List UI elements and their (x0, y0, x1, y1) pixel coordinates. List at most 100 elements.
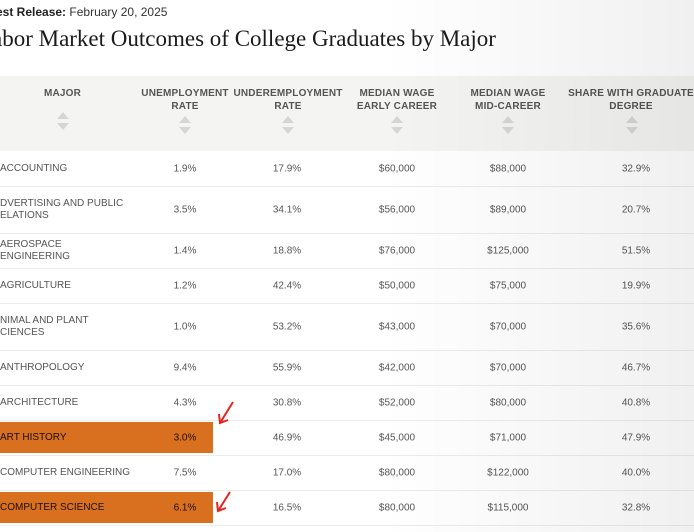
major-cell-line1: DVERTISING AND PUBLIC (0, 197, 124, 209)
unemployment-cell: 6.1% (173, 502, 197, 513)
grad-degree-cell: 32.9% (621, 163, 651, 174)
table-row: ARCHITECTURE 4.3% 30.8% $52,000 $80,000 … (0, 385, 694, 421)
table-row: AGRICULTURE 1.2% 42.4% $50,000 $75,000 1… (0, 268, 694, 304)
wage-mid-cell: $89,000 (489, 204, 527, 215)
col-header-unemployment-line1: UNEMPLOYMENT (141, 88, 229, 99)
underemployment-cell: 42.4% (272, 280, 302, 291)
wage-early-cell: $80,000 (378, 467, 416, 478)
highlight-bar (0, 422, 213, 453)
wage-early-cell: $45,000 (378, 432, 416, 443)
col-header-underemployment-line2: RATE (274, 101, 302, 112)
wage-mid-cell: $71,000 (489, 432, 527, 443)
underemployment-cell: 17.0% (272, 467, 302, 478)
grad-degree-cell: 46.7% (621, 362, 651, 373)
wage-mid-cell: $70,000 (489, 362, 527, 373)
col-header-unemployment-line2: RATE (171, 101, 199, 112)
underemployment-cell: 16.5% (272, 502, 302, 513)
unemployment-cell: 1.2% (173, 280, 197, 291)
col-header-major[interactable]: MAJOR (30, 87, 95, 100)
release-line: est Release: February 20, 2025 (0, 5, 167, 19)
wage-mid-cell: $125,000 (487, 245, 529, 256)
col-header-wage-mid-line2: MID-CAREER (475, 101, 541, 112)
wage-mid-cell: $70,000 (489, 321, 527, 332)
highlight-bar (0, 492, 213, 523)
annotation-arrow-icon (218, 401, 234, 425)
col-header-underemployment-line1: UNDEREMPLOYMENT (233, 88, 343, 99)
major-cell: ARCHITECTURE (0, 396, 79, 408)
major-cell: ACCOUNTING (0, 162, 68, 174)
sort-underemployment-icon[interactable] (282, 116, 294, 146)
col-header-grad-degree-line2: DEGREE (609, 101, 653, 112)
col-header-wage-early-line1: MEDIAN WAGE (359, 88, 435, 99)
major-cell: ANTHROPOLOGY (0, 361, 85, 373)
unemployment-cell: 4.3% (173, 397, 197, 408)
col-header-wage-mid-line1: MEDIAN WAGE (470, 88, 546, 99)
major-cell-line2: CIENCES (0, 326, 45, 338)
table-row: NIMAL AND PLANT CIENCES 1.0% 53.2% $43,0… (0, 303, 694, 351)
col-header-major-label: MAJOR (43, 88, 82, 99)
col-header-wage-early-line2: EARLY CAREER (356, 101, 438, 112)
table-header: MAJOR UNEMPLOYMENT RATE UNDEREMPLOYMENT … (0, 76, 694, 151)
major-cell: AGRICULTURE (0, 279, 71, 291)
wage-early-cell: $80,000 (378, 502, 416, 513)
wage-early-cell: $42,000 (378, 362, 416, 373)
unemployment-cell: 1.9% (173, 163, 197, 174)
underemployment-cell: 34.1% (272, 204, 302, 215)
major-cell-line1: NIMAL AND PLANT (0, 314, 89, 326)
major-cell: DVERTISING AND PUBLIC ELATIONS (0, 198, 130, 222)
release-date: February 20, 2025 (69, 5, 168, 19)
sort-wage-early-icon[interactable] (391, 116, 403, 146)
page-title: abor Market Outcomes of College Graduate… (0, 26, 496, 51)
unemployment-cell: 7.5% (173, 467, 197, 478)
unemployment-cell: 3.0% (173, 432, 197, 443)
grad-degree-cell: 47.9% (621, 432, 651, 443)
underemployment-cell: 30.8% (272, 397, 302, 408)
grad-degree-cell: 35.6% (621, 321, 651, 332)
underemployment-cell: 17.9% (272, 163, 302, 174)
sort-grad-degree-icon[interactable] (626, 116, 638, 146)
release-label: est Release: (0, 5, 67, 19)
sort-wage-mid-icon[interactable] (502, 116, 514, 146)
unemployment-cell: 9.4% (173, 362, 197, 373)
underemployment-cell: 18.8% (272, 245, 302, 256)
unemployment-cell: 3.5% (173, 204, 197, 215)
col-header-underemployment[interactable]: UNDEREMPLOYMENT RATE (233, 87, 343, 113)
major-cell-line2: ELATIONS (0, 209, 49, 221)
col-header-unemployment[interactable]: UNEMPLOYMENT RATE (135, 87, 235, 113)
table-row-highlighted: ART HISTORY 3.0% 46.9% $45,000 $71,000 4… (0, 420, 694, 456)
underemployment-cell: 46.9% (272, 432, 302, 443)
underemployment-cell: 53.2% (272, 321, 302, 332)
sort-major-icon[interactable] (57, 112, 69, 142)
table-row: AEROSPACE ENGINEERING 1.4% 18.8% $76,000… (0, 233, 694, 269)
sort-unemployment-icon[interactable] (179, 116, 191, 146)
major-cell: COMPUTER SCIENCE (0, 501, 105, 513)
col-header-grad-degree[interactable]: SHARE WITH GRADUATE DEGREE (568, 87, 694, 113)
table-row: ANTHROPOLOGY 9.4% 55.9% $42,000 $70,000 … (0, 350, 694, 386)
wage-early-cell: $43,000 (378, 321, 416, 332)
wage-early-cell: $52,000 (378, 397, 416, 408)
unemployment-cell: 1.4% (173, 245, 197, 256)
col-header-wage-early[interactable]: MEDIAN WAGE EARLY CAREER (347, 87, 447, 113)
underemployment-cell: 55.9% (272, 362, 302, 373)
major-cell: NIMAL AND PLANT CIENCES (0, 315, 130, 339)
table-row-highlighted: COMPUTER SCIENCE 6.1% 16.5% $80,000 $115… (0, 490, 694, 526)
annotation-arrow-icon (216, 491, 231, 513)
table-row: ACCOUNTING 1.9% 17.9% $60,000 $88,000 32… (0, 151, 694, 187)
table-row: DVERTISING AND PUBLIC ELATIONS 3.5% 34.1… (0, 186, 694, 234)
wage-early-cell: $56,000 (378, 204, 416, 215)
unemployment-cell: 1.0% (173, 321, 197, 332)
wage-mid-cell: $75,000 (489, 280, 527, 291)
major-cell: COMPUTER ENGINEERING (0, 466, 131, 478)
col-header-wage-mid[interactable]: MEDIAN WAGE MID-CAREER (458, 87, 558, 113)
wage-early-cell: $60,000 (378, 163, 416, 174)
wage-mid-cell: $122,000 (487, 467, 529, 478)
wage-early-cell: $50,000 (378, 280, 416, 291)
wage-mid-cell: $80,000 (489, 397, 527, 408)
grad-degree-cell: 40.0% (621, 467, 651, 478)
major-cell: AEROSPACE ENGINEERING (0, 238, 71, 262)
grad-degree-cell: 32.8% (621, 502, 651, 513)
table-row: COMPUTER ENGINEERING 7.5% 17.0% $80,000 … (0, 455, 694, 491)
grad-degree-cell: 51.5% (621, 245, 651, 256)
grad-degree-cell: 40.8% (621, 397, 651, 408)
col-header-grad-degree-line1: SHARE WITH GRADUATE (568, 88, 694, 99)
